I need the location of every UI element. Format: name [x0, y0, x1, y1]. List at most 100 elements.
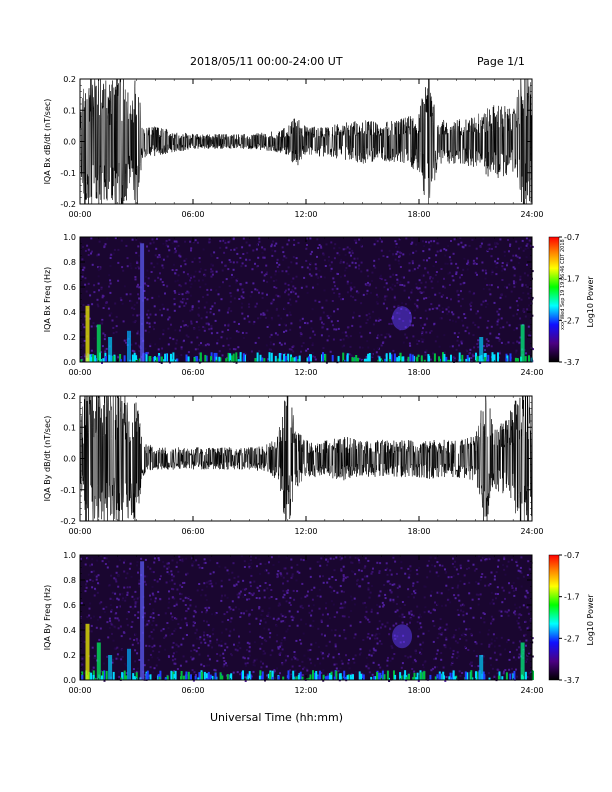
spectrogram-noise	[309, 658, 312, 661]
spectrogram-noise	[397, 304, 400, 307]
spectrogram-noise	[445, 584, 448, 587]
spectrogram-noise	[524, 315, 527, 318]
spectrogram-noise	[305, 349, 308, 352]
spectrogram-noise	[515, 588, 517, 591]
spectrogram-noise	[522, 292, 525, 294]
colorbar-tick-label: -2.7	[564, 634, 580, 643]
spectrogram-noise	[453, 594, 456, 597]
low-frequency-power	[215, 359, 218, 362]
spectrogram-noise	[379, 277, 382, 280]
spectrogram-noise	[339, 606, 342, 609]
spectrogram-noise	[158, 337, 161, 340]
spectrogram-noise	[389, 569, 392, 572]
spectrogram-noise	[435, 254, 438, 257]
spectrogram-noise	[152, 325, 155, 328]
spectrogram-noise	[221, 594, 223, 597]
spectrogram-noise	[487, 344, 490, 347]
spectrogram-noise	[191, 658, 194, 661]
spectrogram-noise	[228, 674, 230, 677]
spectrogram-noise	[464, 645, 467, 648]
spectrogram-noise	[500, 636, 503, 639]
spectrogram-noise	[100, 287, 103, 290]
spectrogram-noise	[248, 650, 251, 653]
spectrogram-noise	[333, 292, 336, 294]
low-frequency-power	[214, 672, 217, 680]
spectrogram-noise	[433, 658, 436, 661]
spectrogram-noise	[258, 597, 261, 600]
spectrogram-noise	[137, 283, 139, 286]
spectrogram-noise	[125, 618, 128, 620]
low-frequency-power	[485, 359, 488, 362]
spectrogram-noise	[247, 315, 249, 318]
spectrogram-noise	[343, 344, 346, 347]
low-frequency-power	[277, 675, 280, 680]
spectrogram-noise	[157, 295, 160, 298]
spectrogram-noise	[174, 617, 176, 620]
spectrogram-noise	[258, 589, 261, 592]
low-frequency-power	[90, 672, 93, 680]
spectrogram-noise	[126, 624, 129, 627]
spectrogram-noise	[290, 558, 293, 561]
spectrogram-noise	[155, 247, 158, 250]
spectrogram-noise	[211, 613, 214, 616]
spectrogram-noise	[270, 276, 273, 279]
spectrogram-noise	[182, 271, 185, 274]
spectrogram-noise	[222, 665, 225, 668]
spectrogram-noise	[472, 616, 475, 619]
spectrogram-noise	[202, 326, 205, 328]
spectrogram-noise	[303, 666, 306, 669]
spectrogram-noise	[330, 600, 333, 603]
spectrogram-noise	[492, 602, 495, 605]
spectrogram-noise	[110, 608, 113, 611]
spectrogram-noise	[83, 326, 86, 329]
spectrogram-noise	[500, 341, 503, 344]
spectrogram-noise	[456, 289, 459, 292]
spectrogram-noise	[244, 264, 247, 267]
spectrogram-noise	[209, 579, 212, 582]
spectrogram-noise	[230, 276, 233, 279]
spectrogram-noise	[153, 667, 156, 670]
spectrogram-noise	[223, 663, 226, 666]
spectrogram-noise	[377, 319, 380, 322]
spectrogram-noise	[507, 239, 509, 241]
spectrogram-noise	[254, 556, 257, 559]
spectrogram-noise	[435, 261, 437, 263]
spectrogram-noise	[264, 639, 266, 642]
spectrogram-noise	[407, 656, 410, 659]
spectrogram-noise	[236, 649, 239, 652]
spectrogram-noise	[328, 640, 331, 643]
y-tick-label: 0.4	[63, 308, 76, 317]
spectrogram-noise	[84, 590, 87, 593]
low-frequency-power	[379, 358, 381, 362]
spectrogram-noise	[497, 318, 500, 321]
spectrogram-noise	[407, 588, 410, 591]
spectrogram-noise	[164, 635, 167, 638]
spectrogram-noise	[360, 244, 363, 247]
spectrogram-noise	[257, 336, 260, 339]
spectrogram-noise	[253, 641, 256, 644]
spectrogram-noise	[274, 332, 277, 335]
spectrogram-noise	[428, 257, 431, 260]
spectrogram-noise	[518, 606, 521, 609]
spectrogram-noise	[427, 630, 430, 632]
low-frequency-power	[201, 671, 204, 680]
spectrogram-noise	[106, 621, 109, 624]
spectrogram-noise	[376, 604, 379, 606]
spectrogram-noise	[228, 348, 231, 351]
spectrogram-noise	[394, 284, 397, 287]
spectrogram-noise	[282, 251, 285, 254]
y-tick-label: 0.6	[63, 283, 76, 292]
spectrogram-noise	[318, 269, 321, 272]
low-frequency-power	[225, 358, 228, 362]
spectrogram-noise	[332, 603, 335, 606]
low-frequency-power	[349, 674, 352, 680]
spectrogram-noise	[372, 310, 375, 313]
spectrogram-noise	[501, 601, 504, 604]
spectrogram-noise	[207, 580, 210, 583]
spectrogram-noise	[310, 274, 313, 277]
spectrogram-noise	[368, 653, 371, 656]
spectrogram-noise	[499, 653, 502, 656]
spectrogram-noise	[135, 597, 138, 600]
spectrogram-noise	[408, 253, 411, 256]
